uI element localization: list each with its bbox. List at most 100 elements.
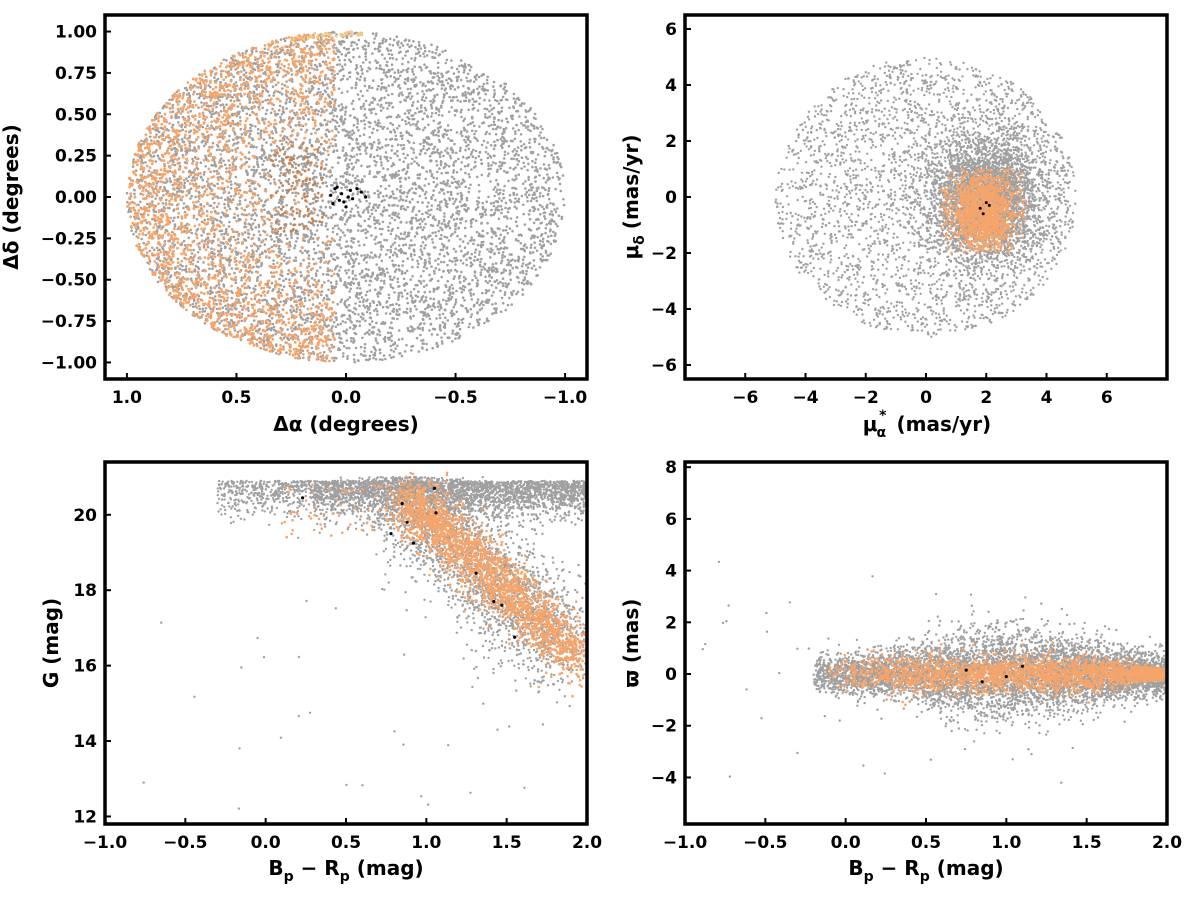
field-point (430, 115, 433, 118)
field-point (385, 60, 389, 64)
field-point (194, 302, 198, 305)
field-point (442, 245, 445, 249)
field-point (438, 252, 442, 256)
field-point (531, 151, 534, 155)
field-point (423, 184, 427, 187)
field-point (406, 165, 410, 169)
field-point (425, 170, 429, 173)
field-point (356, 174, 359, 178)
field-point (405, 269, 409, 273)
field-point (407, 67, 410, 70)
field-point (406, 326, 410, 330)
field-point (532, 197, 536, 201)
field-point (448, 285, 452, 289)
field-point (536, 126, 539, 130)
field-point (388, 255, 392, 259)
field-point (379, 351, 382, 355)
field-point (394, 247, 398, 250)
field-point (421, 241, 425, 244)
field-point (195, 138, 198, 141)
field-point (407, 111, 411, 115)
field-point (458, 149, 462, 152)
field-point (489, 104, 492, 107)
field-point (210, 241, 214, 245)
field-point (412, 40, 415, 43)
field-point (529, 107, 532, 110)
field-point (140, 213, 143, 216)
field-point (293, 104, 297, 107)
field-point (350, 320, 353, 324)
field-point (481, 243, 485, 247)
field-point (154, 210, 158, 213)
field-point (481, 212, 484, 215)
field-point (236, 146, 240, 150)
field-point (423, 55, 426, 58)
field-point (313, 68, 316, 71)
field-point (416, 173, 420, 177)
field-point (441, 101, 444, 105)
field-point (322, 173, 326, 176)
field-point (358, 55, 361, 58)
field-point (203, 170, 206, 174)
field-point (450, 181, 454, 184)
field-point (384, 187, 387, 191)
field-point (316, 158, 320, 162)
field-point (209, 170, 212, 174)
field-point (489, 180, 492, 183)
field-point (323, 281, 326, 284)
field-point (406, 205, 410, 209)
field-point (496, 188, 499, 191)
field-point (417, 164, 421, 167)
field-point (363, 342, 367, 346)
field-point (459, 221, 462, 225)
field-point (204, 154, 207, 158)
field-point (419, 149, 423, 153)
field-point (199, 203, 203, 207)
field-point (337, 87, 341, 90)
field-point (374, 288, 377, 292)
field-point (514, 197, 517, 200)
field-point (408, 246, 411, 250)
field-point (184, 205, 188, 208)
field-point (441, 114, 444, 117)
field-point (443, 291, 446, 294)
field-point (474, 219, 478, 222)
field-point (496, 227, 500, 230)
field-point (506, 152, 510, 155)
field-point (232, 235, 236, 239)
field-point (134, 169, 138, 172)
field-point (428, 50, 431, 53)
field-point (411, 265, 414, 269)
field-point (365, 310, 369, 314)
field-point (453, 142, 456, 146)
field-point (416, 120, 420, 123)
field-point (388, 196, 391, 199)
field-point (424, 66, 428, 69)
field-point (229, 244, 232, 247)
field-point (468, 322, 472, 326)
field-point (169, 274, 173, 277)
field-point (328, 243, 332, 246)
field-point (353, 360, 357, 364)
field-point (349, 336, 353, 340)
field-point (329, 338, 332, 342)
field-point (192, 204, 196, 207)
field-point (315, 229, 319, 232)
field-point (368, 170, 372, 173)
field-point (219, 104, 222, 107)
field-point (239, 256, 243, 259)
field-point (538, 142, 541, 146)
field-point (341, 216, 345, 220)
field-point (486, 156, 490, 160)
field-point (284, 93, 288, 97)
field-point (423, 126, 427, 129)
field-point (359, 75, 363, 78)
field-point (197, 267, 201, 271)
field-point (432, 133, 435, 137)
field-point (517, 159, 521, 163)
field-point (291, 80, 294, 83)
field-point (376, 295, 380, 298)
field-point (495, 190, 498, 194)
field-point (363, 113, 367, 116)
field-point (476, 279, 480, 282)
